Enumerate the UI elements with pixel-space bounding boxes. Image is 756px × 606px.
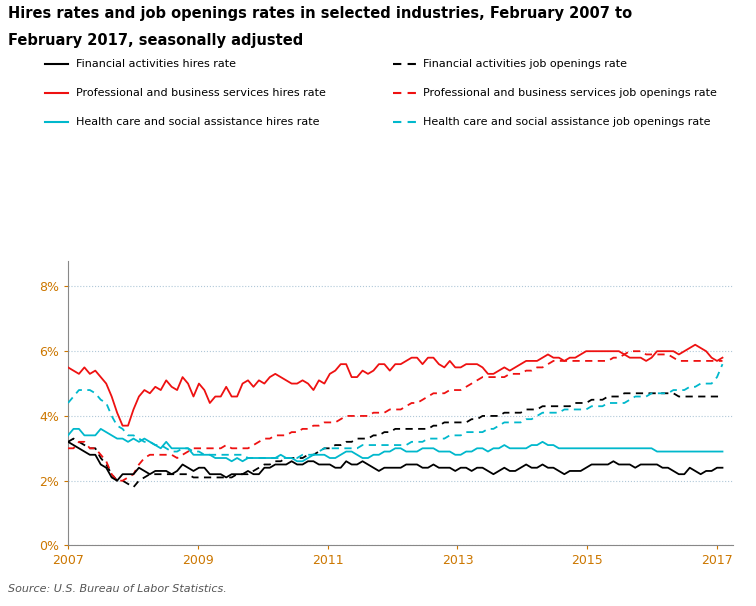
Text: Source: U.S. Bureau of Labor Statistics.: Source: U.S. Bureau of Labor Statistics. (8, 584, 226, 594)
Text: Hires rates and job openings rates in selected industries, February 2007 to: Hires rates and job openings rates in se… (8, 6, 632, 21)
Text: Health care and social assistance hires rate: Health care and social assistance hires … (76, 117, 319, 127)
Text: Professional and business services job openings rate: Professional and business services job o… (423, 88, 717, 98)
Text: Professional and business services hires rate: Professional and business services hires… (76, 88, 326, 98)
Text: Financial activities hires rate: Financial activities hires rate (76, 59, 236, 68)
Text: Financial activities job openings rate: Financial activities job openings rate (423, 59, 627, 68)
Text: Health care and social assistance job openings rate: Health care and social assistance job op… (423, 117, 711, 127)
Text: February 2017, seasonally adjusted: February 2017, seasonally adjusted (8, 33, 303, 48)
